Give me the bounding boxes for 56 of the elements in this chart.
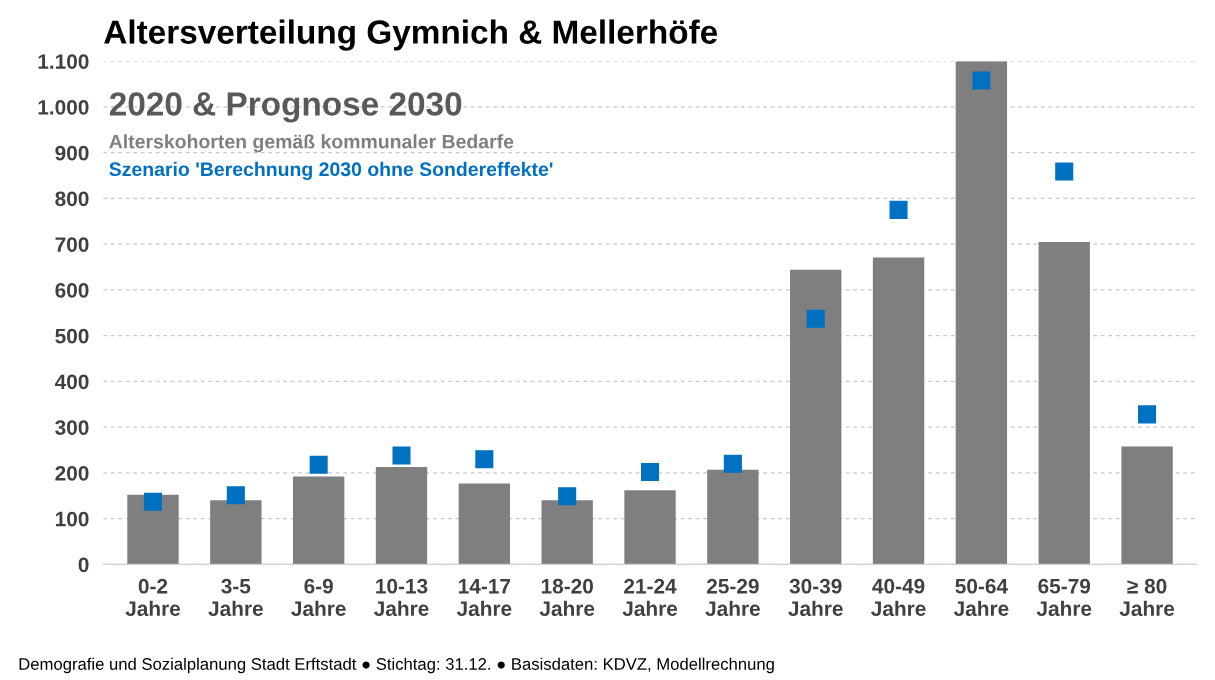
x-tick-label: 65-79 Jahre [1036, 578, 1092, 617]
annotation: Alterskohorten gemäß kommunaler Bedarfe [109, 134, 514, 153]
x-tick-label: 50-64 Jahre [953, 578, 1009, 617]
x-tick-label: 30-39 Jahre [788, 578, 843, 617]
x-tick-label: 21-24 Jahre [622, 578, 678, 617]
point [806, 309, 825, 328]
point [972, 71, 991, 90]
y-tick-label: 1.100 [38, 54, 89, 69]
point [889, 200, 908, 219]
x-tick-label: 14-17 Jahre [456, 579, 512, 617]
point [558, 487, 577, 506]
x-tick-label: 6-9 Jahre [291, 578, 346, 617]
point [640, 462, 660, 482]
bar [1121, 446, 1173, 565]
text: Demografie und Sozialplanung Stadt Erftstadt ● Stichtag: 31.12. ● Basisdaten: KDVZ, Modellrechnung [19, 657, 774, 674]
bar [210, 500, 262, 565]
point [309, 455, 328, 474]
y-tick-label: 600 [55, 282, 89, 298]
x-tick-label: 10-13 Jahre [374, 578, 429, 617]
bar [790, 269, 842, 565]
y-tick-label: 400 [54, 374, 89, 390]
bar [541, 500, 593, 565]
y-tick-label: 300 [55, 420, 89, 435]
bar [458, 483, 511, 565]
x-tick-label: 3-5 Jahre [208, 578, 263, 617]
text: 2020 & Prognose 2030 [109, 92, 462, 123]
annotation: Szenario 'Berechnung 2030 ohne Sondereffekte' [109, 161, 553, 181]
bar [1038, 241, 1090, 565]
x-tick-label: ≥ 80 Jahre [1119, 578, 1175, 617]
point [1138, 405, 1157, 424]
bar [375, 466, 428, 565]
x-tick-label: 25-29 Jahre [705, 578, 760, 617]
y-tick-label: 100 [55, 511, 89, 527]
point [226, 486, 245, 505]
point [723, 454, 742, 473]
y-tick-label: 200 [55, 465, 89, 481]
y-tick-label: 500 [55, 328, 89, 344]
bar [955, 61, 1008, 565]
bar [292, 476, 345, 565]
point [1055, 162, 1074, 181]
y-tick-label: 900 [55, 145, 89, 161]
y-tick-label: 0 [78, 557, 89, 573]
x-tick-label: 40-49 Jahre [871, 578, 926, 617]
bar [707, 469, 759, 565]
x-tick-label: 18-20 Jahre [539, 578, 595, 617]
point [392, 446, 411, 465]
y-tick-label: 700 [55, 237, 89, 252]
x-tick-label: 0-2 Jahre [125, 578, 181, 617]
point [475, 450, 494, 469]
y-tick-label: 1.000 [38, 99, 89, 115]
bar [872, 257, 925, 565]
bar [624, 490, 676, 565]
bar [127, 494, 179, 565]
y-tick-label: 800 [55, 191, 89, 207]
point [143, 492, 163, 511]
chart-title: Altersverteilung Gymnich & Mellerhöfe [104, 19, 718, 51]
